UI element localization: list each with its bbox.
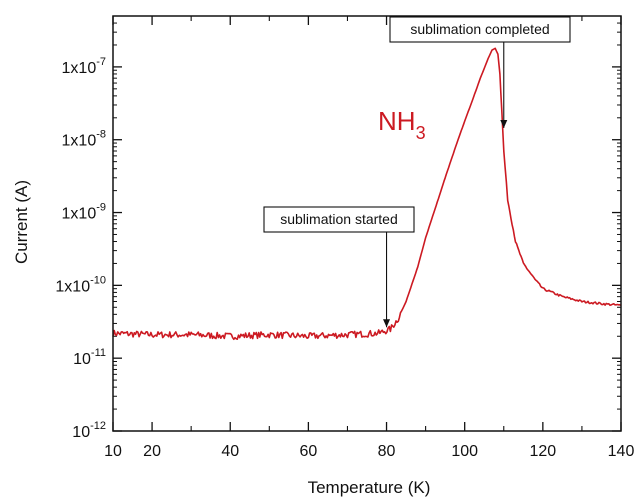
annotations-layer: sublimation started sublimation completed xyxy=(263,16,571,328)
x-axis-ticks: 10 20 40 60 80 100 120 140 xyxy=(104,16,634,460)
y-tick-label: 1x10-7 xyxy=(62,56,106,77)
annotation: sublimation started xyxy=(263,206,415,328)
annotation: sublimation completed xyxy=(389,16,571,128)
plot-frame xyxy=(112,15,622,432)
y-tick-label: 10-12 xyxy=(72,420,106,441)
x-tick-label: 10 xyxy=(104,443,122,460)
series-label: NH3 xyxy=(378,106,426,143)
x-tick-label: 60 xyxy=(299,443,317,460)
x-tick-label: 20 xyxy=(143,443,161,460)
y-tick-label: 1x10-10 xyxy=(55,274,106,295)
annotation-text: sublimation started xyxy=(280,211,398,227)
y-tick-label: 1x10-8 xyxy=(62,129,106,150)
series-label-base: NH xyxy=(378,106,416,136)
y-axis-title: Current (A) xyxy=(12,180,31,264)
annotation-arrow-head xyxy=(383,319,391,328)
x-tick-label: 80 xyxy=(378,443,396,460)
annotation-box xyxy=(263,206,415,233)
y-tick-label: 1x10-9 xyxy=(62,202,106,223)
series-layer xyxy=(112,47,622,341)
x-axis-title: Temperature (K) xyxy=(308,478,431,497)
x-tick-label: 140 xyxy=(608,443,635,460)
x-tick-label: 120 xyxy=(529,443,556,460)
x-tick-label: 100 xyxy=(451,443,478,460)
annotation-arrow-head xyxy=(500,119,508,128)
series-label-sub: 3 xyxy=(416,123,426,143)
x-tick-label: 40 xyxy=(221,443,239,460)
y-tick-label: 10-11 xyxy=(73,347,106,368)
series-line xyxy=(112,47,622,341)
annotation-text: sublimation completed xyxy=(410,21,549,37)
annotation-box xyxy=(389,16,571,43)
